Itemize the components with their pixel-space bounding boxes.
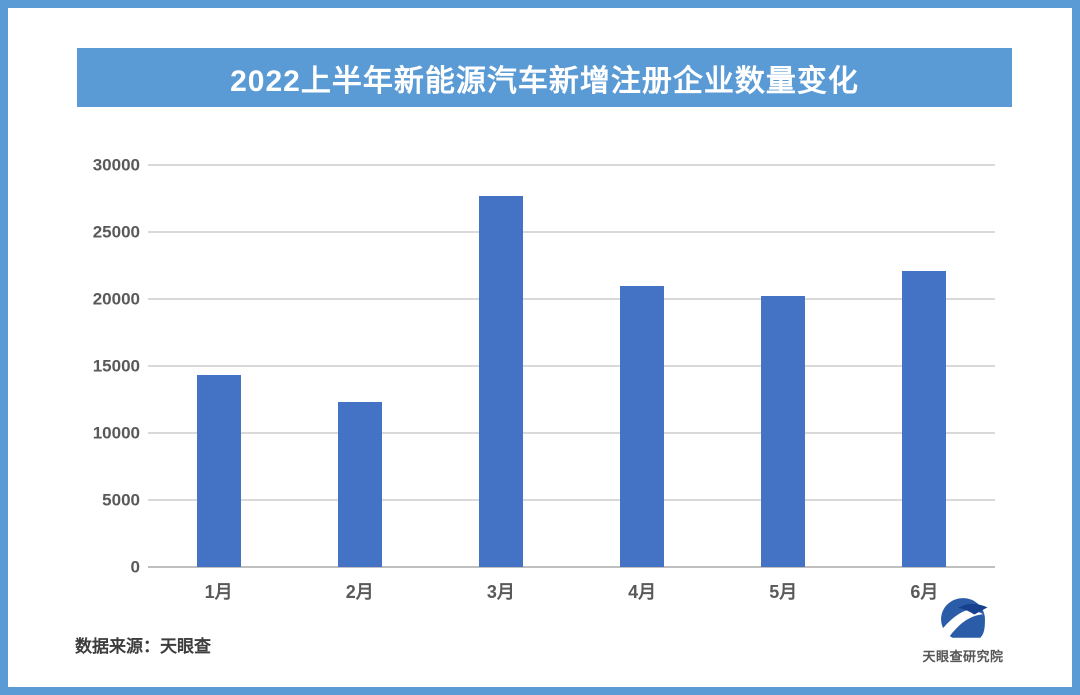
brand-logo-block: 天眼查研究院 <box>907 596 1019 665</box>
x-tick-label: 2月 <box>345 582 374 602</box>
x-tick-label: 1月 <box>204 582 233 602</box>
x-axis: 1月 2月 3月 4月 5月 6月 <box>148 578 995 606</box>
bar-2月 <box>337 402 382 567</box>
bar-1月 <box>196 375 241 567</box>
gridline <box>148 298 995 301</box>
gridline <box>148 432 995 435</box>
chart-title-banner: 2022上半年新能源汽车新增注册企业数量变化 <box>77 48 1012 107</box>
y-tick-label: 20000 <box>92 289 140 309</box>
y-tick-label: 0 <box>130 557 140 577</box>
plot-area <box>148 164 995 568</box>
y-tick-label: 5000 <box>102 490 140 510</box>
logo-caption: 天眼查研究院 <box>922 649 1004 664</box>
x-tick-label: 3月 <box>486 582 515 602</box>
y-tick-label: 30000 <box>92 155 140 175</box>
x-tick-label: 6月 <box>910 582 939 602</box>
gridline <box>148 499 995 502</box>
bar-3月 <box>478 195 523 567</box>
gridline <box>148 231 995 233</box>
y-axis: 0 5000 10000 15000 20000 25000 30000 <box>8 157 140 576</box>
data-source-note: 数据来源：天眼查 <box>75 637 211 656</box>
x-tick-label: 5月 <box>769 582 798 602</box>
gridline <box>148 164 995 166</box>
gridline <box>148 365 995 367</box>
y-tick-label: 10000 <box>92 423 140 443</box>
bar-6月 <box>902 270 947 567</box>
x-tick-label: 4月 <box>628 582 657 602</box>
chart-title: 2022上半年新能源汽车新增注册企业数量变化 <box>230 64 859 98</box>
bar-4月 <box>620 285 665 567</box>
y-tick-label: 25000 <box>92 222 140 242</box>
tianyancha-logo-icon <box>941 598 988 639</box>
gridline <box>148 566 995 568</box>
bar-5月 <box>761 296 806 567</box>
y-tick-label: 15000 <box>92 356 140 376</box>
